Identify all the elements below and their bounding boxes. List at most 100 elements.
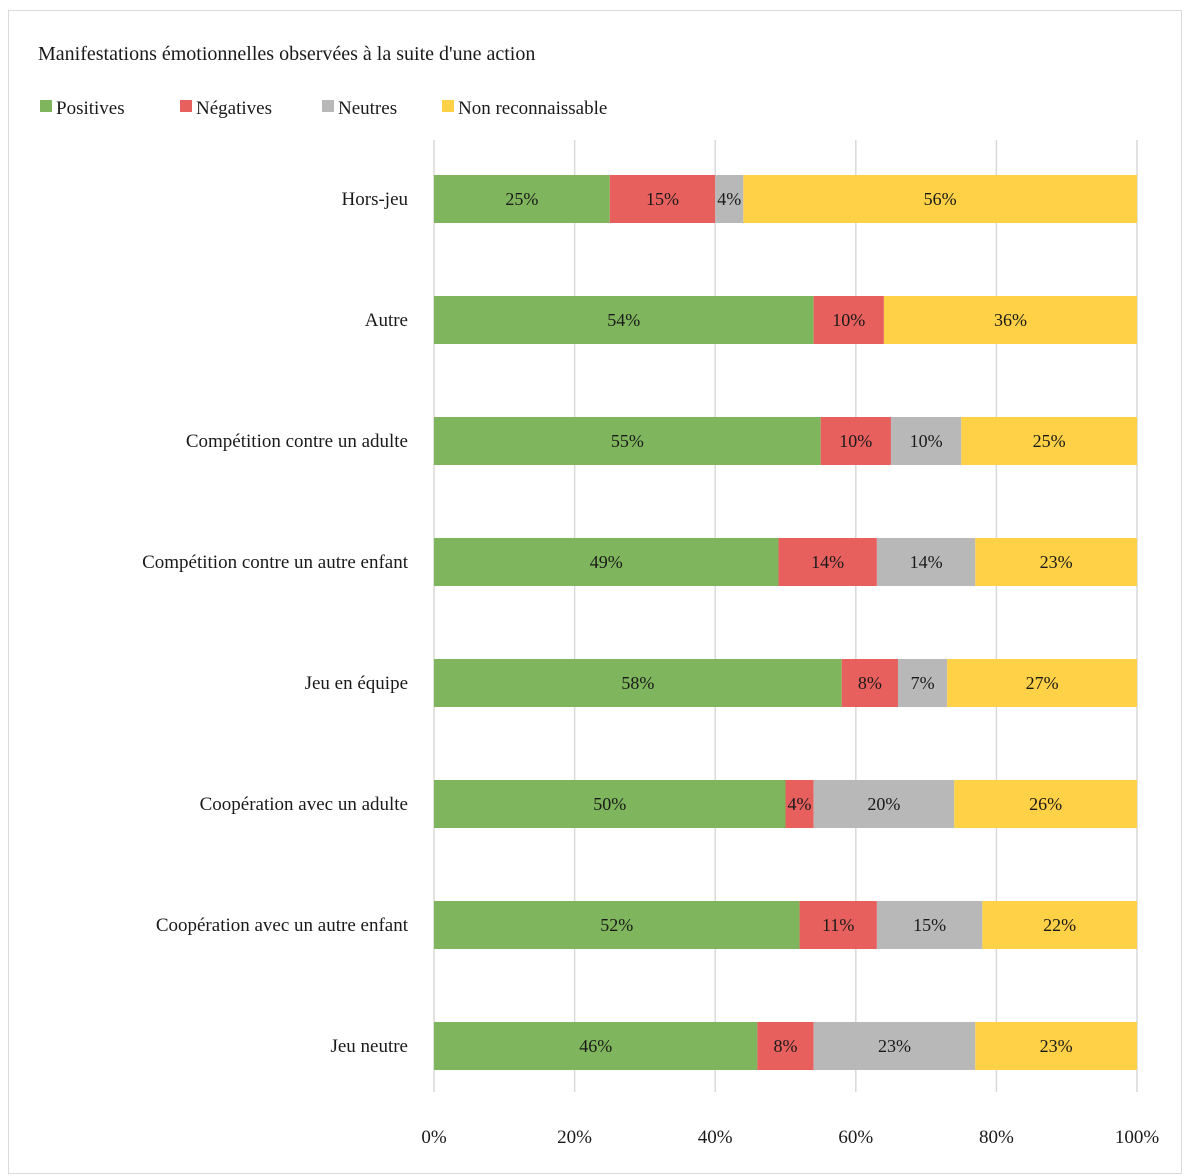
legend-item-neutres: Neutres	[322, 98, 397, 119]
bar-segment-positives	[434, 296, 814, 344]
bar-row-jeu-en-equipe: 58% 8% 7% 27%	[434, 659, 1137, 707]
bar-segment-non-reconnaissable	[982, 901, 1137, 949]
bar-segment-neutres	[876, 538, 976, 586]
data-label: 36%	[994, 310, 1027, 330]
bar-row-cooperation-avec-un-adulte: 50% 4% 20% 26%	[434, 780, 1137, 828]
category-label: Coopération avec un autre enfant	[156, 915, 409, 936]
data-label: 14%	[910, 552, 943, 572]
data-label: 4%	[788, 794, 812, 814]
data-label: 7%	[911, 673, 935, 693]
legend-item-negatives: Négatives	[180, 98, 272, 119]
bar-segment-positives	[434, 538, 779, 586]
data-label: 14%	[811, 552, 844, 572]
category-label: Autre	[365, 310, 408, 331]
legend-label-non-reconnaissable: Non reconnaissable	[458, 98, 607, 119]
data-label: 10%	[839, 431, 872, 451]
x-axis-tick-labels: 0% 20% 40% 60% 80% 100%	[421, 1127, 1159, 1148]
category-label: Compétition contre un adulte	[186, 431, 408, 452]
data-label: 23%	[1040, 552, 1073, 572]
data-label: 49%	[590, 552, 623, 572]
bar-segment-neutres	[897, 659, 948, 707]
data-label: 11%	[822, 915, 854, 935]
bar-segment-non-reconnaissable	[975, 1022, 1137, 1070]
x-tick-label: 60%	[838, 1127, 873, 1148]
data-label: 15%	[646, 189, 679, 209]
category-label: Compétition contre un autre enfant	[142, 552, 409, 573]
bar-segment-positives	[434, 1022, 758, 1070]
bar-segment-negatives	[841, 659, 898, 707]
bar-segment-positives	[434, 780, 786, 828]
data-label: 46%	[579, 1036, 612, 1056]
bar-segment-non-reconnaissable	[883, 296, 1137, 344]
legend-swatch-neutres	[322, 100, 334, 112]
data-label: 23%	[878, 1036, 911, 1056]
bar-segment-neutres	[715, 175, 744, 223]
data-label: 8%	[774, 1036, 798, 1056]
data-label: 50%	[593, 794, 626, 814]
category-label: Hors-jeu	[342, 189, 409, 210]
bar-segment-neutres	[876, 901, 983, 949]
x-tick-label: 20%	[557, 1127, 592, 1148]
data-label: 25%	[1033, 431, 1066, 451]
category-label: Jeu neutre	[330, 1036, 408, 1057]
bar-segment-positives	[434, 175, 610, 223]
legend: Positives Négatives Neutres Non reconnaissa…	[40, 98, 607, 119]
bar-row-cooperation-avec-un-autre-enfant: 52% 11% 15% 22%	[434, 901, 1137, 949]
data-label: 54%	[607, 310, 640, 330]
legend-label-neutres: Neutres	[338, 98, 397, 119]
bar-segment-non-reconnaissable	[954, 780, 1137, 828]
bar-segment-negatives	[609, 175, 716, 223]
x-tick-label: 40%	[698, 1127, 733, 1148]
x-tick-label: 80%	[979, 1127, 1014, 1148]
legend-item-non-reconnaissable: Non reconnaissable	[442, 98, 607, 119]
bar-segment-negatives	[785, 780, 814, 828]
data-label: 15%	[913, 915, 946, 935]
data-label: 52%	[600, 915, 633, 935]
bars: 25% 15% 4% 56% 54% 10% 36% 55% 10% 10% 25% 49% 14% 14…	[434, 175, 1137, 1070]
bar-segment-negatives	[799, 901, 877, 949]
category-label: Jeu en équipe	[305, 673, 408, 694]
legend-swatch-non-reconnaissable	[442, 100, 454, 112]
chart-title: Manifestations émotionnelles observées à…	[38, 43, 535, 65]
bar-segment-positives	[434, 901, 800, 949]
x-tick-label: 0%	[421, 1127, 447, 1148]
bar-segment-neutres	[890, 417, 962, 465]
x-tick-label: 100%	[1115, 1127, 1160, 1148]
bar-row-jeu-neutre: 46% 8% 23% 23%	[434, 1022, 1137, 1070]
bar-segment-negatives	[757, 1022, 814, 1070]
bar-row-competition-contre-un-adulte: 55% 10% 10% 25%	[434, 417, 1137, 465]
bar-segment-negatives	[813, 296, 884, 344]
data-label: 58%	[621, 673, 654, 693]
data-label: 55%	[611, 431, 644, 451]
data-label: 26%	[1029, 794, 1062, 814]
bar-segment-neutres	[813, 1022, 976, 1070]
bar-segment-negatives	[820, 417, 891, 465]
data-label: 10%	[910, 431, 943, 451]
data-label: 4%	[717, 189, 741, 209]
data-label: 25%	[505, 189, 538, 209]
bar-row-autre: 54% 10% 36%	[434, 296, 1137, 344]
bar-segment-non-reconnaissable	[743, 175, 1137, 223]
legend-label-negatives: Négatives	[196, 98, 272, 119]
data-label: 8%	[858, 673, 882, 693]
bar-segment-negatives	[778, 538, 877, 586]
bar-segment-neutres	[813, 780, 955, 828]
legend-swatch-negatives	[180, 100, 192, 112]
data-label: 27%	[1026, 673, 1059, 693]
gridlines	[433, 140, 1138, 1092]
data-label: 23%	[1040, 1036, 1073, 1056]
category-labels: Hors-jeu Autre Compétition contre un adult…	[142, 189, 409, 1057]
bar-segment-positives	[434, 417, 821, 465]
legend-item-positives: Positives	[40, 98, 125, 119]
bar-row-hors-jeu: 25% 15% 4% 56%	[434, 175, 1137, 223]
bar-segment-non-reconnaissable	[947, 659, 1137, 707]
data-label: 10%	[832, 310, 865, 330]
data-label: 56%	[924, 189, 957, 209]
bar-segment-non-reconnaissable	[961, 417, 1137, 465]
bar-row-competition-contre-un-autre-enfant: 49% 14% 14% 23%	[434, 538, 1137, 586]
category-label: Coopération avec un adulte	[200, 794, 408, 815]
legend-swatch-positives	[40, 100, 52, 112]
data-label: 20%	[867, 794, 900, 814]
bar-segment-non-reconnaissable	[975, 538, 1137, 586]
